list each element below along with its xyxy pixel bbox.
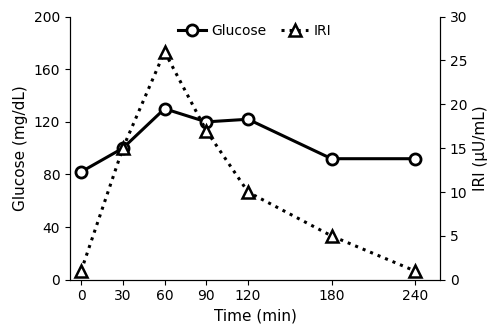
IRI xyxy=(245,190,251,194)
IRI xyxy=(120,146,126,150)
Glucose xyxy=(78,170,84,174)
IRI xyxy=(78,269,84,273)
Glucose xyxy=(328,157,334,161)
X-axis label: Time (min): Time (min) xyxy=(214,309,296,324)
IRI xyxy=(412,269,418,273)
Glucose xyxy=(162,107,168,111)
Line: Glucose: Glucose xyxy=(76,103,420,177)
Glucose xyxy=(245,117,251,121)
IRI xyxy=(328,234,334,238)
Glucose xyxy=(204,120,210,124)
Glucose xyxy=(120,146,126,150)
Glucose xyxy=(412,157,418,161)
Legend: Glucose, IRI: Glucose, IRI xyxy=(178,24,332,38)
Y-axis label: IRI (μU/mL): IRI (μU/mL) xyxy=(473,105,488,191)
IRI xyxy=(162,50,168,54)
IRI xyxy=(204,129,210,133)
Line: IRI: IRI xyxy=(75,46,421,277)
Y-axis label: Glucose (mg/dL): Glucose (mg/dL) xyxy=(13,85,28,211)
